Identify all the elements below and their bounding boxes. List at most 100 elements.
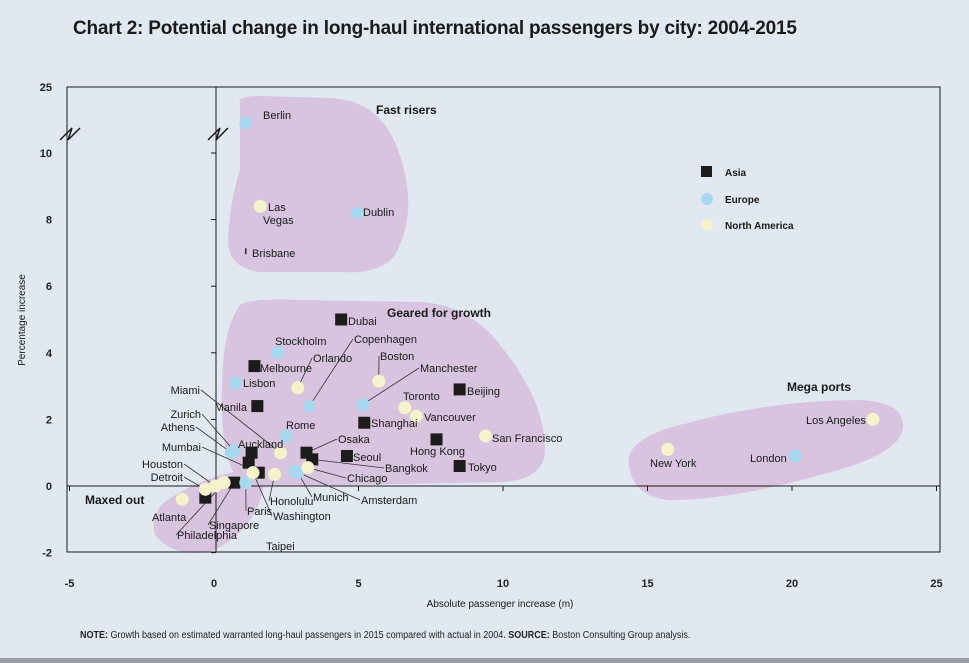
note-label: NOTE: [80,630,108,641]
point-label-orlando: Orlando [313,353,352,365]
point-brisbane-asia [245,248,247,255]
footnote: NOTE: Growth based on estimated warrante… [80,630,690,641]
bottom-border [0,658,969,663]
point-label-paris: Paris [247,506,273,518]
point-label-amsterdam: Amsterdam [361,495,417,507]
leader-line-washington [252,472,273,517]
point-london-europe [788,449,802,463]
leader-line-athens [195,426,232,454]
point-label-zurich: Zurich [170,409,201,421]
point-washington-north-america [246,466,260,480]
point-orlando-north-america [291,381,305,395]
point-singapore-asia [228,476,241,489]
leader-line-chicago [307,467,347,479]
point-label-bangkok: Bangkok [385,463,428,475]
point-rome-europe [279,429,293,443]
x-tick-label: 25 [930,578,942,590]
point-label-boston: Boston [380,351,414,363]
point-label-honolulu: Honolulu [270,496,313,508]
x-tick-label: 15 [641,578,653,590]
point-label-washington: Washington [273,511,331,523]
x-tick-label: 20 [786,578,798,590]
leader-line-manchester [362,367,420,405]
point-label-chicago: Chicago [347,473,387,485]
point-tokyo-asia [453,460,466,473]
point-new-york-north-america [661,442,675,456]
y-tick-label: 6 [46,281,52,293]
leader-line-copenhagen [309,338,354,407]
legend-asia-swatch [701,166,712,177]
source-text: Boston Consulting Group analysis. [552,630,691,641]
axis-break-right-icon [207,127,229,141]
plot-frame [66,86,941,553]
y-tick-label: 25 [40,82,52,94]
point-boston-north-america [372,374,386,388]
y-tick-label: -2 [42,548,52,560]
legend-europe-swatch [701,193,713,205]
point-label-lisbon: Lisbon [243,378,275,390]
point-label-toronto: Toronto [403,391,440,403]
point-label-stockholm: Stockholm [275,336,326,348]
point-label-tokyo: Tokyo [468,462,497,474]
point-label-athens: Athens [161,422,196,434]
point-chicago-north-america [301,461,315,475]
point-paris-europe [239,476,253,490]
point-label-houston: Houston [142,459,183,471]
point-honolulu-north-america [268,467,282,481]
point-label-dubai: Dubai [348,316,377,328]
point-label-los-angeles: Los Angeles [806,415,866,427]
point-atlanta-north-america [175,492,189,506]
point-label-brisbane: Brisbane [252,248,295,260]
point-houston-north-america [208,479,222,493]
point-label-las-vegas: Las Vegas [263,202,294,227]
leader-line-amsterdam [294,470,361,501]
point-melbourne-asia [248,360,261,373]
cluster-maxed-out [153,470,264,553]
point-label-manila: Manila [215,402,248,414]
cluster-fast-risers [228,96,409,273]
cluster-label-geared-for-growth: Geared for growth [387,306,491,320]
cluster-mega-ports [628,400,904,500]
cluster-label-maxed-out: Maxed out [85,493,144,507]
point-shanghai-asia [358,416,371,429]
point-label-san-francisco: San Francisco [492,433,562,445]
note-text: Growth based on estimated warranted long… [110,630,506,641]
point-label-berlin: Berlin [263,110,291,122]
point-label-philadelphia: Philadelphia [177,530,238,542]
point-detroit-north-america [198,482,212,496]
point-hong-kong-asia [430,433,443,446]
point-label-shanghai: Shanghai [371,418,418,430]
point-label-miami: Miami [171,385,200,397]
point-label-auckland: Auckland [238,439,283,451]
point-label-munich: Munich [313,492,348,504]
legend-asia-label: Asia [725,168,747,179]
point-taipei-asia [242,456,255,469]
point-label-mumbai: Mumbai [162,442,201,454]
y-tick-label: 4 [46,348,53,360]
point-label-taipei: Taipei [266,541,295,553]
point-label-osaka: Osaka [338,434,371,446]
cluster-geared-for-growth [221,299,545,487]
point-dublin-europe [350,206,364,220]
point-berlin-europe [239,116,253,130]
point-stockholm-europe [271,346,285,360]
point-toronto-north-america [398,401,412,415]
x-tick-label: -5 [65,578,75,590]
point-dubai-asia [335,313,348,326]
source-label: SOURCE: [508,630,550,641]
legend-north-america-label: North America [725,221,794,232]
point-amsterdam-europe [288,464,302,478]
y-tick-label: 8 [46,215,52,227]
point-label-hong-kong: Hong Kong [410,446,465,458]
point-manchester-europe [356,397,370,411]
point-label-singapore: Singapore [209,520,259,532]
point-san-francisco-north-america [479,429,493,443]
point-label-vancouver: Vancouver [424,412,476,424]
leader-line-singapore [207,482,235,526]
legend-europe-label: Europe [725,195,760,206]
chart-title: Chart 2: Potential change in long-haul i… [73,18,797,39]
point-las-vegas-north-america [253,199,267,213]
point-manila-asia [251,400,264,413]
legend-north-america-swatch [701,219,713,231]
